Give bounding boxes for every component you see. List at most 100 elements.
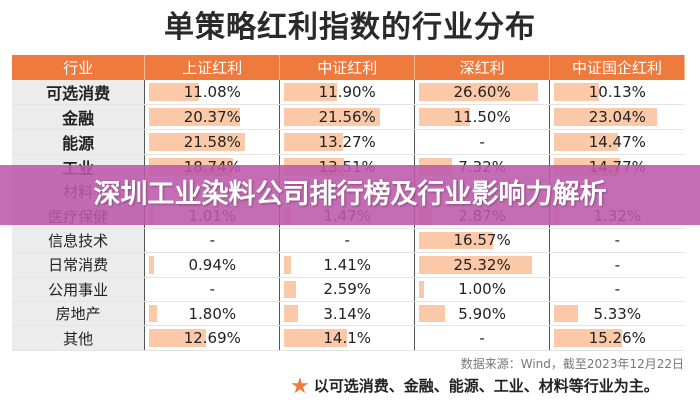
industry-cell: 房地产 [12,301,146,327]
value-bar [554,133,619,151]
table-row: 房地产 1.80% 3.14% 5.90% 5.33% [12,301,685,327]
industry-cell: 能源 [12,129,146,155]
table-row: 公用事业 - 2.59% 1.00% - [12,277,685,302]
value-cell: 16.57% [414,228,551,254]
star-icon: ★ [290,374,310,399]
value-cell: 26.60% [414,80,551,105]
value-cell: 11.08% [144,80,281,105]
value-bar [149,329,206,347]
value-bar [554,83,600,101]
page-title: 单策略红利指数的行业分布 [164,10,536,45]
value-cell: 12.69% [144,325,281,351]
table-row: 其他 12.69% 14.1% - 15.26% [12,325,685,351]
value-cell: 13.27% [279,129,416,155]
value-text: - [209,280,216,299]
value-cell: 14.1% [279,325,416,351]
value-bar [419,304,446,323]
summary-text: 以可选消费、金融、能源、工业、材料等行业为主。 [313,377,659,395]
table-row: 可选消费 11.08% 11.90% 26.60% 10.13% [12,80,685,105]
table-header-row: 行业 上证红利 中证红利 深红利 中证国企红利 [12,55,685,80]
value-text: 1.41% [323,255,372,274]
value-text: 3.14% [323,304,372,323]
value-bar [284,304,299,323]
value-bar [284,133,344,151]
value-cell: 1.41% [279,252,416,278]
value-cell: 5.33% [549,301,685,327]
value-text: 11.50% [453,108,511,126]
value-bar [284,256,291,274]
value-text: 1.00% [458,280,506,299]
value-text: 13.27% [318,133,376,151]
value-cell: 14.47% [549,129,685,155]
value-bar [149,304,158,323]
value-bar [284,280,296,298]
value-bar [554,329,622,347]
header-sse-dividend: 上证红利 [144,55,281,80]
value-text: - [479,329,485,348]
overlay-banner: 深圳工业染料公司排行榜及行业影响力解析 [0,165,700,225]
value-cell: - [144,228,281,254]
value-cell: - [144,277,281,302]
value-bar [554,304,578,323]
value-bar [284,83,338,101]
value-text: 14.1% [323,329,372,348]
value-text: 25.32% [453,255,511,274]
value-text: 21.56% [318,108,376,126]
value-cell: 1.80% [144,301,281,327]
value-text: 23.04% [588,108,646,126]
table-row: 日常消费 0.94% 1.41% 25.32% - [12,252,685,278]
value-text: 12.69% [183,329,241,348]
value-bar [149,108,240,126]
value-cell: 23.04% [549,104,685,130]
value-bar [419,280,424,298]
value-bar [284,329,347,347]
value-cell: 21.58% [144,129,281,155]
value-cell: 10.13% [549,80,685,105]
value-cell: - [549,228,685,254]
value-cell: 21.56% [279,104,416,130]
table-row: 金融 20.37% 21.56% 11.50% 23.04% [12,104,685,130]
header-soe-dividend: 中证国企红利 [549,55,685,80]
value-cell: 1.00% [414,277,551,302]
value-text: 20.37% [183,108,241,126]
value-cell: - [414,129,551,155]
value-cell: 5.90% [414,301,551,327]
value-text: 21.58% [183,133,241,151]
value-bar [419,108,471,126]
header-industry: 行业 [12,55,146,80]
industry-cell: 公用事业 [12,277,146,302]
value-cell: - [549,252,685,278]
value-text: 10.13% [588,83,646,101]
value-text: 26.60% [453,83,511,101]
value-cell: 15.26% [549,325,685,351]
value-cell: 11.50% [414,104,551,130]
table-row: 信息技术 - - 16.57% - [12,228,685,254]
value-text: - [209,231,216,250]
industry-cell: 金融 [12,104,146,130]
value-bar [149,256,154,274]
table-row: 能源 21.58% 13.27% - 14.47% [12,129,685,155]
value-bar [419,231,493,250]
value-text: - [344,231,350,250]
value-text: - [614,231,620,250]
value-text: - [479,133,485,151]
value-bar [419,256,532,274]
value-cell: - [549,277,685,302]
value-cell: 25.32% [414,252,551,278]
value-text: 2.59% [323,280,372,299]
value-text: - [614,255,620,274]
industry-cell: 可选消费 [12,80,146,105]
value-text: - [614,280,620,299]
value-text: 0.94% [188,255,237,274]
value-text: 15.26% [588,329,646,348]
value-bar [149,133,246,151]
value-bar [419,83,538,101]
summary-note: ★ 以可选消费、金融、能源、工业、材料等行业为主。 [290,374,659,399]
value-cell: - [414,325,551,351]
value-text: 5.33% [593,304,642,323]
header-sz-dividend: 深红利 [414,55,551,80]
value-bar [149,83,199,101]
value-text: 14.47% [588,133,646,151]
value-text: 11.90% [318,83,376,101]
value-bar [284,108,381,126]
